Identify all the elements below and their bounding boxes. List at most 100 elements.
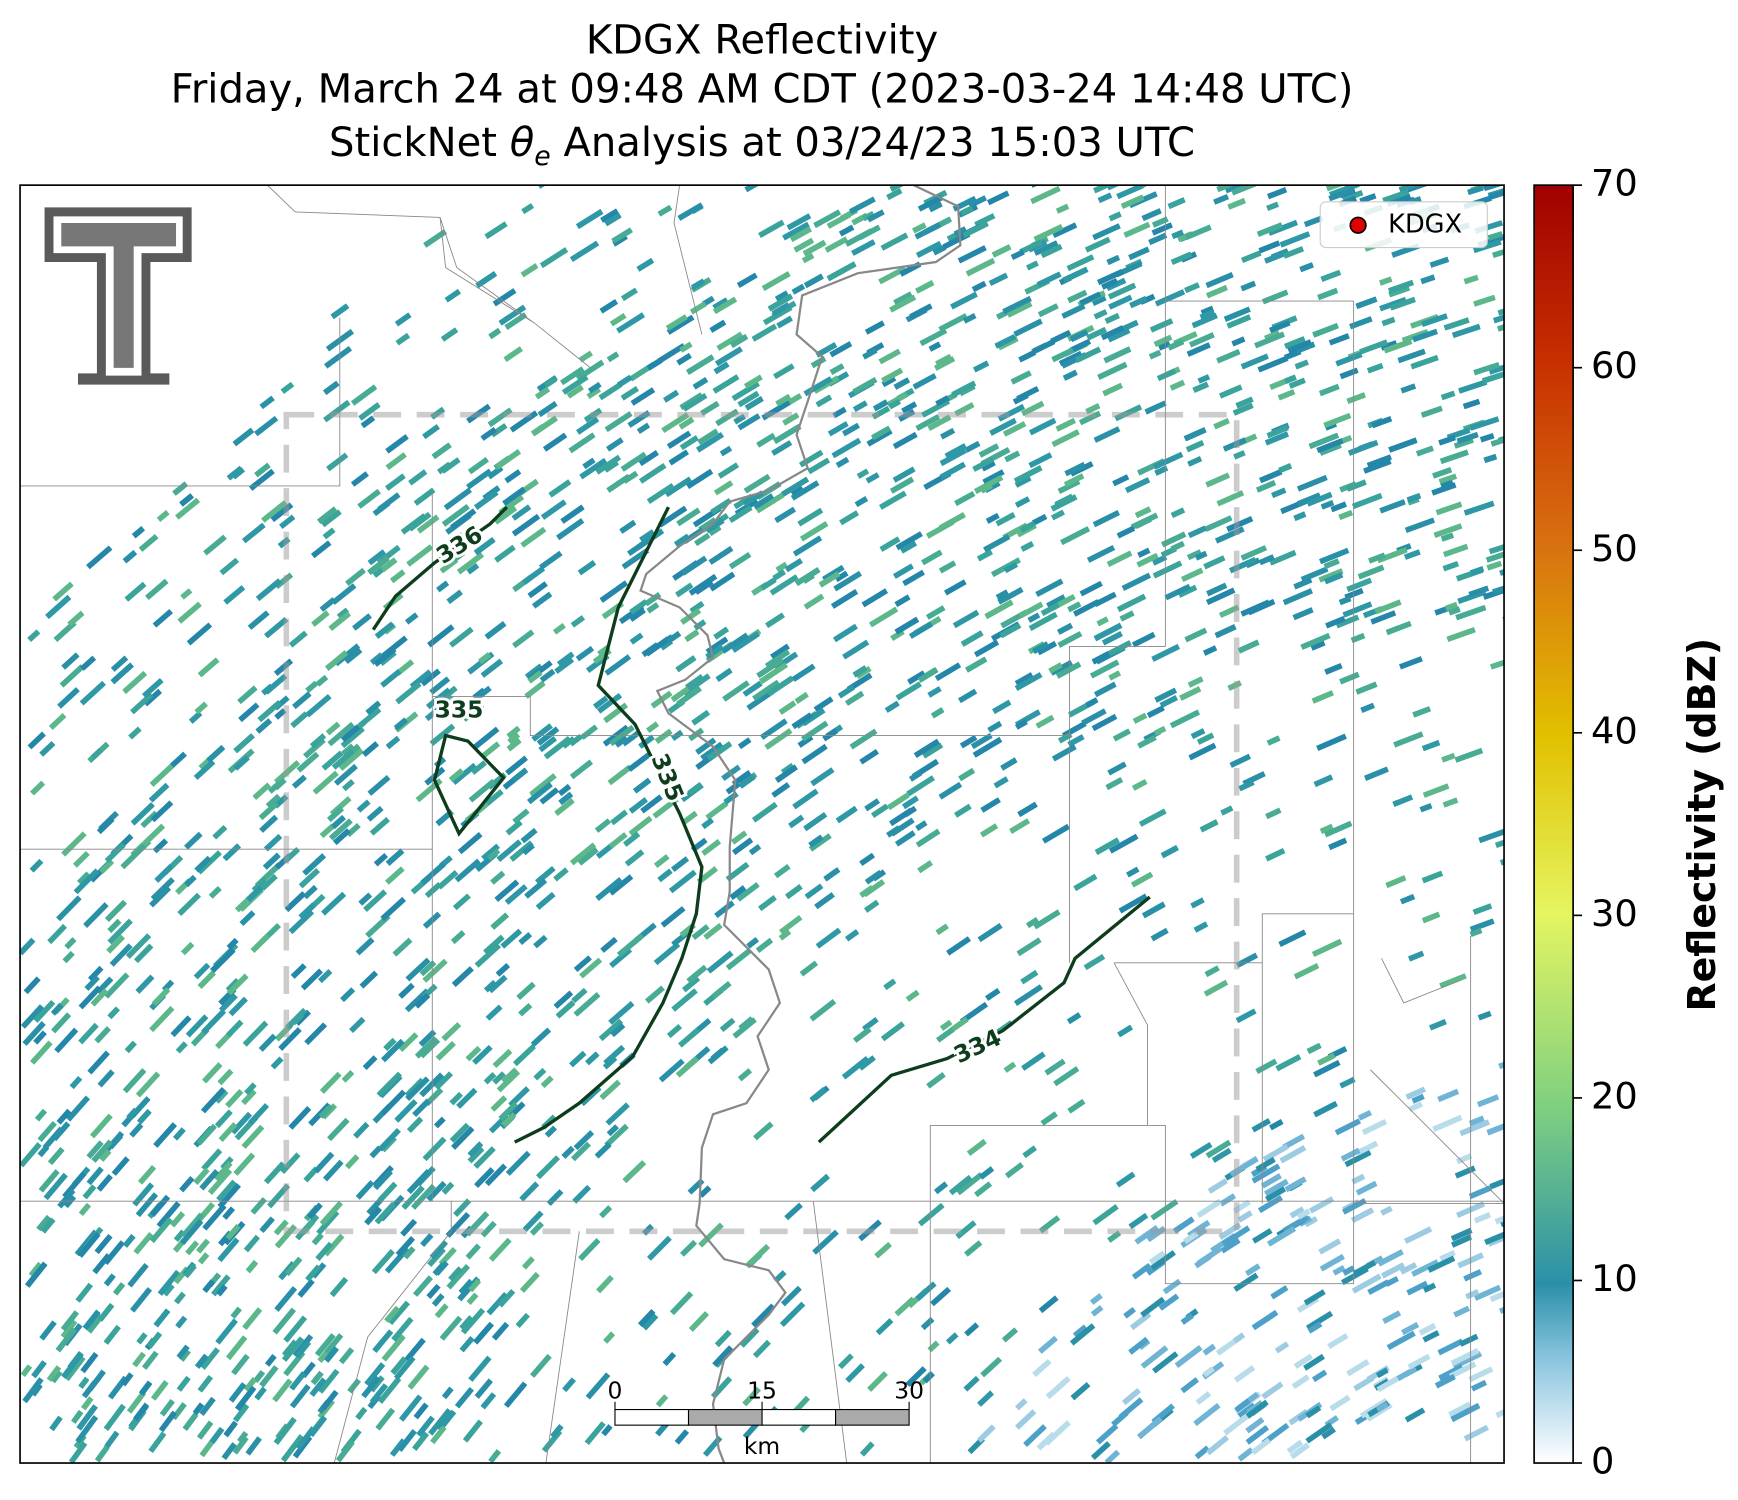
echo-streak [170, 1015, 192, 1038]
echo-streak [642, 1313, 659, 1331]
echo-streak [1310, 640, 1326, 651]
echo-streak [959, 734, 978, 749]
echo-streak [739, 1327, 760, 1348]
echo-streak [1086, 326, 1107, 341]
echo-streak [211, 1274, 231, 1297]
echo-streak [1016, 385, 1040, 402]
echo-streak [714, 900, 735, 919]
echo-streak [1437, 1338, 1464, 1356]
echo-streak [245, 1260, 259, 1274]
echo-streak [273, 777, 287, 791]
echo-streak [779, 914, 803, 935]
echo-streak [1126, 866, 1140, 878]
echo-streak [331, 749, 355, 770]
echo-streak [1040, 602, 1060, 617]
echo-streak [233, 755, 250, 771]
echo-streak [914, 222, 942, 240]
echo-streak [781, 476, 810, 497]
echo-streak [1404, 1226, 1433, 1244]
county-line [20, 185, 1505, 1464]
echo-streak [484, 621, 507, 640]
echo-streak [1066, 1012, 1082, 1025]
echo-streak [708, 545, 734, 565]
echo-streak [483, 1072, 497, 1085]
echo-streak [488, 1449, 502, 1464]
echo-streak [1137, 547, 1151, 558]
echo-streak [980, 797, 1001, 813]
echo-streak [288, 1106, 312, 1130]
echo-streak [122, 1068, 147, 1094]
contour-line [371, 505, 509, 631]
echo-streak [30, 1040, 53, 1065]
echo-streak [1112, 728, 1131, 742]
echo-streak [713, 480, 734, 496]
echo-streak [1226, 314, 1252, 329]
echo-streak [135, 1071, 161, 1098]
echo-streak [1202, 1366, 1215, 1378]
echo-streak [719, 1017, 736, 1033]
echo-streak [1401, 1322, 1420, 1336]
echo-streak [1487, 231, 1504, 241]
echo-streak [1270, 1285, 1289, 1300]
echo-streak [686, 354, 715, 375]
echo-streak [518, 1003, 533, 1017]
echo-streak [1036, 1431, 1056, 1451]
echo-streak [1316, 438, 1344, 454]
echo-streak [1014, 672, 1043, 692]
echo-streak [1266, 735, 1281, 746]
echo-streak [467, 1141, 484, 1158]
echo-streak [487, 974, 508, 994]
echo-streak [668, 449, 690, 466]
echo-streak [364, 1362, 386, 1387]
echo-streak [55, 1327, 77, 1353]
echo-streak [133, 1232, 154, 1255]
echo-streak [616, 933, 645, 958]
echo-streak [1121, 319, 1139, 332]
echo-streak [390, 1356, 408, 1375]
echo-streak [1367, 1279, 1390, 1296]
echo-streak [1389, 296, 1416, 311]
echo-streak [402, 1246, 416, 1260]
echo-streak [1351, 492, 1383, 510]
echo-streak [995, 589, 1009, 601]
echo-streak [75, 1415, 99, 1444]
echo-streak [761, 271, 791, 291]
echo-streak [1081, 708, 1107, 726]
echo-streak [490, 870, 506, 885]
echo-streak [185, 1240, 200, 1256]
echo-streak [569, 240, 600, 262]
echo-streak [480, 1392, 497, 1410]
echo-streak [708, 524, 722, 537]
echo-streak [483, 934, 505, 955]
echo-streak [604, 212, 622, 227]
echo-streak [1469, 927, 1483, 938]
echo-streak [905, 989, 920, 1002]
echo-streak [377, 1376, 402, 1404]
echo-streak [1387, 279, 1415, 294]
echo-streak [199, 1438, 216, 1458]
echo-streak [1303, 1353, 1325, 1371]
echo-streak [1121, 572, 1152, 591]
echo-streak [460, 1307, 486, 1335]
echo-streak [486, 1291, 509, 1316]
echo-streak [426, 1180, 447, 1202]
echo-streak [601, 1424, 613, 1437]
echo-streak [881, 375, 897, 388]
echo-streak [314, 1333, 336, 1357]
echo-streak [1368, 552, 1386, 564]
echo-streak [687, 782, 703, 796]
echo-streak [1211, 1147, 1232, 1163]
echo-streak [298, 868, 321, 889]
echo-streak [638, 462, 667, 484]
echo-streak [880, 1021, 905, 1042]
echo-streak [1320, 499, 1335, 510]
echo-streak [197, 1252, 210, 1265]
echo-streak [721, 632, 749, 654]
echo-streak [1324, 572, 1344, 585]
echo-streak [428, 1408, 452, 1436]
echo-streak [1267, 219, 1298, 236]
echo-streak [1094, 837, 1120, 855]
echo-streak [385, 434, 409, 454]
echo-streak [622, 1160, 647, 1184]
